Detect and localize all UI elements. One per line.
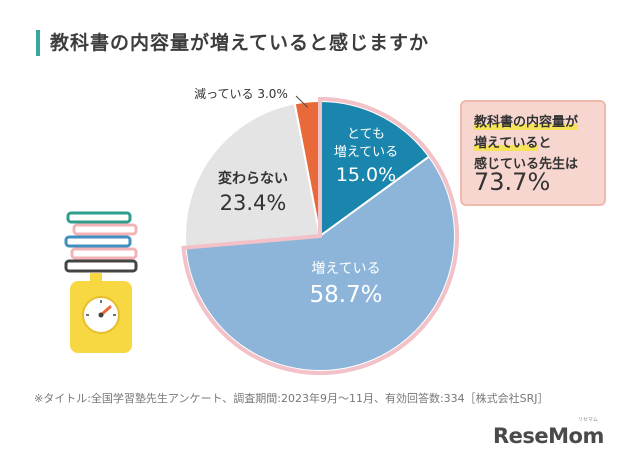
slice-label-increasing: 増えている: [311, 261, 380, 277]
highlight-callout: 教科書の内容量が 増えていると 感じている先生は 73.7%: [460, 100, 606, 206]
slice-label-very-increasing-line2: 増えている: [334, 145, 398, 160]
chart-title: 教科書の内容量が増えていると感じますか: [50, 32, 430, 54]
slice-label-very-increasing-line1: とても: [347, 127, 385, 142]
slice-value-very-increasing: 15.0%: [336, 164, 396, 186]
leader-line-decreasing: [295, 95, 309, 108]
pie-slice-very-increasing: [319, 99, 431, 238]
footnote: ※タイトル:全国学習塾先生アンケート、調査期間:2023年9月～11月、有効回答…: [34, 392, 549, 405]
slice-label-unchanged: 変わらない: [218, 170, 288, 187]
pie-slice-unchanged: [184, 102, 322, 249]
pie-slice-increasing: [184, 155, 456, 372]
callout-line-1: 教科書の内容量が: [474, 115, 579, 130]
resemom-logo: ReseMom: [493, 424, 604, 448]
book-stack-on-scale-icon: [64, 211, 138, 353]
callout-line-2-tail: と: [538, 136, 552, 151]
callout-text: 教科書の内容量が 増えていると 感じている先生は: [474, 112, 579, 175]
slice-label-decreasing: 減っている 3.0%: [194, 86, 288, 101]
resemom-logo-ruby: リセマム: [578, 417, 599, 423]
callout-line-2-highlight: 増えている: [474, 136, 539, 151]
title-accent-bar: [36, 30, 40, 56]
callout-value: 73.7%: [474, 168, 551, 196]
callout-line-3: 感じている先生は: [474, 157, 579, 172]
slice-value-increasing: 58.7%: [309, 282, 382, 308]
pie-highlight-border: [181, 96, 459, 375]
slice-value-unchanged: 23.4%: [220, 191, 287, 215]
